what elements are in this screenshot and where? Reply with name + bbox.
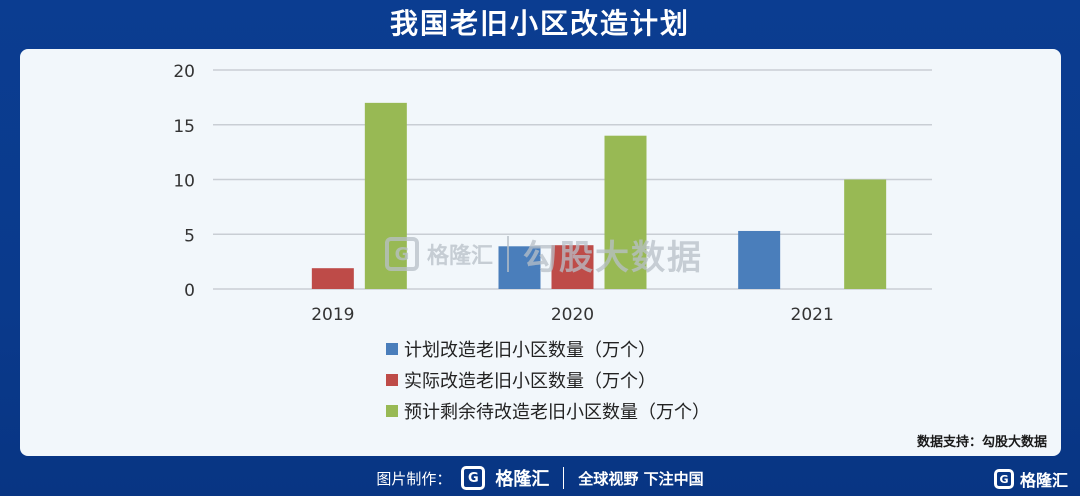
- x-tick-label: 2021: [791, 305, 834, 325]
- y-tick-label: 10: [173, 172, 195, 192]
- footer-logo-icon: G: [461, 466, 486, 490]
- bar-2020-series-1: [551, 245, 594, 289]
- data-source: 数据支持：勾股大数据: [916, 435, 1047, 450]
- legend-swatch-0: [386, 343, 398, 355]
- bar-chart: 0 5 10 15 20 2019 2020 2021 计划改造老旧小区数量（万个） 实际改造老旧…: [173, 62, 932, 423]
- corner-brand: 格隆汇: [1019, 471, 1068, 490]
- y-tick-label: 20: [173, 62, 195, 82]
- y-tick-label: 0: [184, 281, 195, 301]
- corner-logo: G 格隆汇: [993, 467, 1068, 491]
- y-tick-label: 15: [173, 117, 195, 137]
- x-tick-label: 2019: [311, 305, 354, 325]
- bar-2020-series-2: [604, 135, 647, 289]
- bar-2021-series-2: [844, 179, 887, 289]
- legend-swatch-2: [386, 405, 398, 417]
- watermark-logo-icon: G: [385, 237, 419, 271]
- footer-brand: 格隆汇: [495, 469, 550, 490]
- bar-2021-series-0: [738, 230, 781, 289]
- footer-divider: [563, 467, 565, 489]
- footer-made-by: 图片制作：: [376, 469, 452, 488]
- page-title: 我国老旧小区改造计划: [389, 7, 690, 40]
- watermark-text: 勾股大数据: [523, 237, 704, 278]
- bar-2020-series-0: [498, 246, 541, 289]
- legend-label-2: 预计剩余待改造老旧小区数量（万个）: [404, 402, 710, 423]
- watermark-brand: 格隆汇: [427, 244, 494, 269]
- bar-2019-series-1: [311, 268, 354, 289]
- x-tick-label: 2020: [551, 305, 594, 325]
- y-tick-label: 5: [184, 226, 195, 246]
- watermark-divider: [507, 236, 510, 272]
- legend-swatch-1: [386, 374, 398, 386]
- corner-logo-icon: G: [993, 469, 1014, 489]
- legend-label-0: 计划改造老旧小区数量（万个）: [404, 340, 656, 361]
- footer-slogan: 全球视野 下注中国: [578, 469, 704, 488]
- legend-label-1: 实际改造老旧小区数量（万个）: [404, 371, 656, 392]
- watermark: G 格隆汇 勾股大数据: [385, 229, 725, 279]
- chart-card: 0 5 10 15 20 2019 2020 2021 计划改造老旧小区数量（万个） 实际改造老旧…: [20, 49, 1061, 456]
- footer: 图片制作： G 格隆汇 全球视野 下注中国: [0, 460, 1080, 496]
